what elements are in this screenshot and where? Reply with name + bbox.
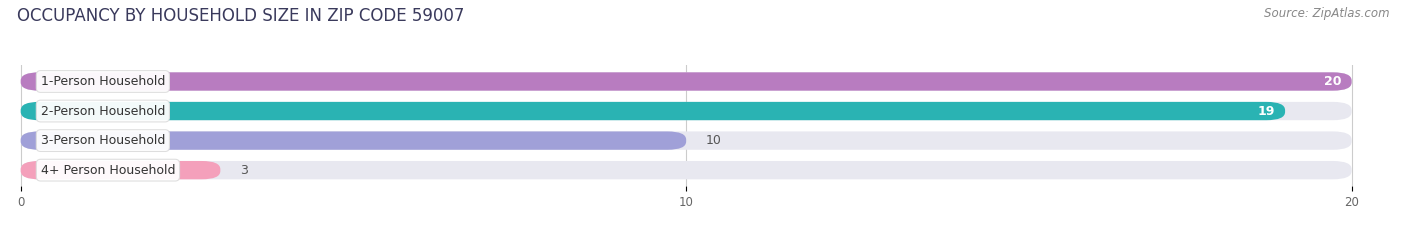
FancyBboxPatch shape [21, 131, 1351, 150]
FancyBboxPatch shape [21, 102, 1285, 120]
Text: 20: 20 [1324, 75, 1341, 88]
Text: 2-Person Household: 2-Person Household [41, 105, 165, 117]
Text: 1-Person Household: 1-Person Household [41, 75, 165, 88]
Text: 3-Person Household: 3-Person Household [41, 134, 165, 147]
Text: 4+ Person Household: 4+ Person Household [41, 164, 176, 177]
Text: 3: 3 [240, 164, 249, 177]
Text: Source: ZipAtlas.com: Source: ZipAtlas.com [1264, 7, 1389, 20]
FancyBboxPatch shape [21, 161, 1351, 179]
FancyBboxPatch shape [21, 161, 221, 179]
FancyBboxPatch shape [21, 72, 1351, 91]
FancyBboxPatch shape [21, 131, 686, 150]
Text: 19: 19 [1258, 105, 1275, 117]
FancyBboxPatch shape [21, 102, 1351, 120]
FancyBboxPatch shape [21, 72, 1351, 91]
Text: OCCUPANCY BY HOUSEHOLD SIZE IN ZIP CODE 59007: OCCUPANCY BY HOUSEHOLD SIZE IN ZIP CODE … [17, 7, 464, 25]
Text: 10: 10 [706, 134, 723, 147]
